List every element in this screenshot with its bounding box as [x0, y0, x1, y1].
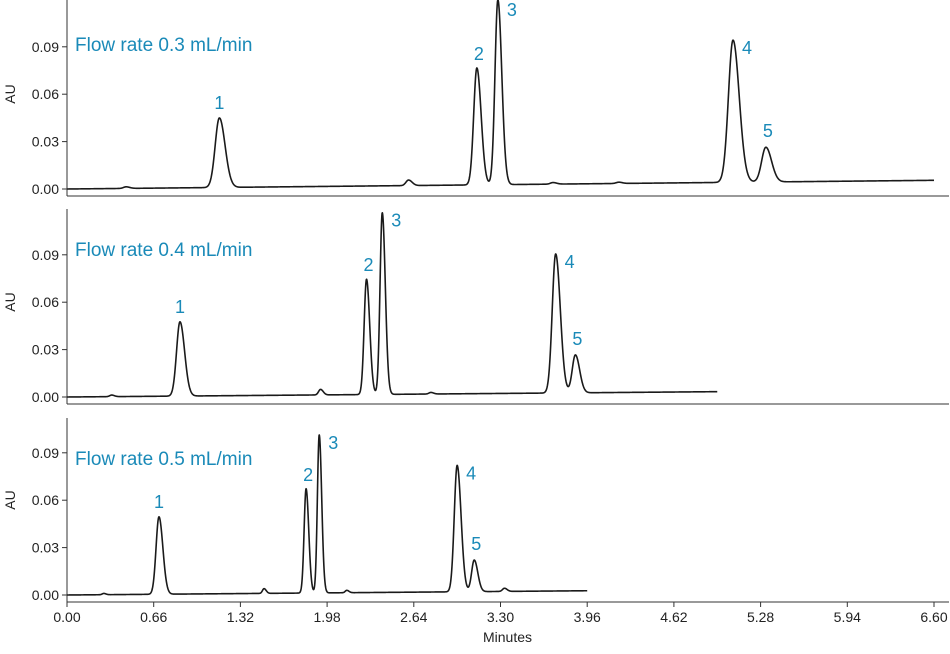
- peak-label-4: 4: [742, 38, 752, 58]
- peak-label-3: 3: [328, 433, 338, 453]
- peak-label-2: 2: [364, 255, 374, 275]
- x-tick-label: 5.28: [747, 609, 774, 625]
- peak-label-1: 1: [154, 492, 164, 512]
- y-tick-label: 0.09: [32, 247, 59, 263]
- peak-label-1: 1: [214, 93, 224, 113]
- y-tick-label: 0.09: [32, 445, 59, 461]
- y-tick-label: 0.06: [32, 294, 59, 310]
- peak-label-5: 5: [471, 534, 481, 554]
- peak-label-5: 5: [572, 329, 582, 349]
- chromatogram-trace: [66, 212, 718, 398]
- x-tick-label: 0.00: [53, 609, 80, 625]
- panel-title: Flow rate 0.3 mL/min: [75, 35, 252, 56]
- peak-label-4: 4: [466, 463, 476, 483]
- x-tick-label: 4.62: [660, 609, 687, 625]
- x-tick-label: 3.96: [574, 609, 601, 625]
- peak-label-2: 2: [303, 465, 313, 485]
- y-tick-label: 0.00: [32, 389, 59, 405]
- peak-label-3: 3: [391, 211, 401, 231]
- y-axis-label: AU: [2, 292, 18, 311]
- panel-title: Flow rate 0.4 mL/min: [75, 240, 252, 261]
- peak-label-5: 5: [763, 121, 773, 141]
- peak-label-1: 1: [175, 297, 185, 317]
- y-tick-label: 0.03: [32, 134, 59, 150]
- peak-label-4: 4: [565, 252, 575, 272]
- chart-panel-2: 0.09 0.06 0.03 0.00 AU Flow rate 0.4 mL/min 1 2…: [2, 209, 949, 405]
- chromatogram-panels: 0.09 0.06 0.03 0.00 AU Flow rate 0.3 mL/min 1 2…: [2, 0, 949, 603]
- x-tick-label: 5.94: [834, 609, 861, 625]
- x-tick-label: 0.66: [140, 609, 167, 625]
- y-tick-label: 0.06: [32, 492, 59, 508]
- panel-title: Flow rate 0.5 mL/min: [75, 449, 252, 470]
- y-tick-label: 0.03: [32, 540, 59, 556]
- y-tick-label: 0.03: [32, 342, 59, 358]
- y-tick-label: 0.00: [32, 181, 59, 197]
- chromatogram-trace: [66, 0, 935, 190]
- peak-label-2: 2: [474, 44, 484, 64]
- x-tick-label: 1.98: [313, 609, 340, 625]
- y-tick-label: 0.00: [32, 587, 59, 603]
- chart-panel-1: 0.09 0.06 0.03 0.00 AU Flow rate 0.3 mL/min 1 2…: [2, 0, 949, 197]
- x-tick-label: 1.32: [227, 609, 254, 625]
- y-tick-label: 0.09: [32, 39, 59, 55]
- x-tick-label: 6.60: [920, 609, 947, 625]
- y-tick-label: 0.06: [32, 86, 59, 102]
- peak-label-3: 3: [507, 0, 517, 20]
- chart-panel-3: 0.09 0.06 0.03 0.00 AU Flow rate 0.5 mL/min 1 2…: [2, 418, 949, 603]
- x-tick-label: 2.64: [400, 609, 427, 625]
- y-axis-label: AU: [2, 84, 18, 103]
- x-axis-label: Minutes: [483, 629, 532, 645]
- chromatogram-trace: [66, 434, 588, 596]
- y-axis-label: AU: [2, 490, 18, 509]
- x-tick-label: 3.30: [487, 609, 514, 625]
- x-axis: 0.00 0.66 1.32 1.98 2.64 3.30 3.96 4.62 5.28 5.94…: [53, 602, 948, 645]
